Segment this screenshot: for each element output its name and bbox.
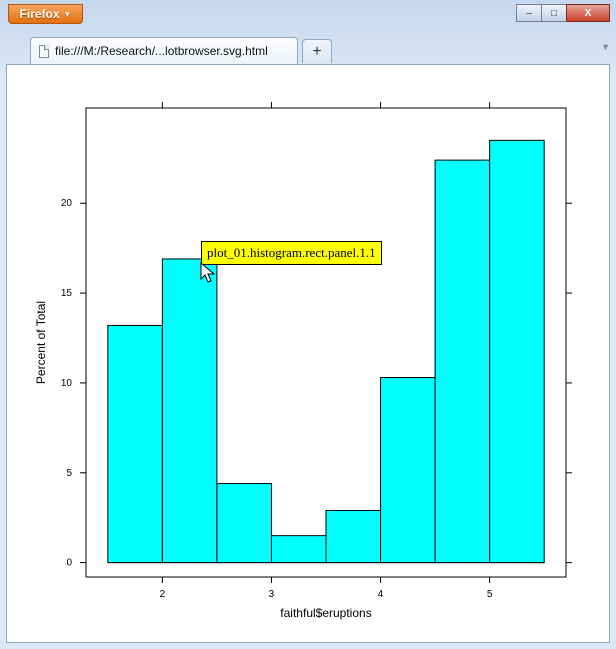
histogram-bar [325,510,382,564]
x-tick-label: 4 [378,589,384,600]
tab-bar: file:///M:/Research/...lotbrowser.svg.ht… [0,34,616,64]
maximize-button[interactable]: □ [541,4,567,22]
chevron-down-icon: ▼ [63,9,72,19]
new-tab-button[interactable]: + [302,39,332,63]
x-tick-label: 2 [160,589,166,600]
tab-list-chevron-icon[interactable]: ▼ [601,42,610,52]
tab-title: file:///M:/Research/...lotbrowser.svg.ht… [55,44,268,58]
title-bar: Firefox ▼ – □ X [0,0,616,32]
histogram-bar [107,324,163,564]
close-button[interactable]: X [566,4,610,22]
firefox-menu-button[interactable]: Firefox ▼ [8,4,83,24]
y-axis-label: Percent of Total [34,301,48,384]
y-tick-label: 15 [61,288,73,299]
y-tick-label: 5 [66,468,72,479]
minimize-button[interactable]: – [516,4,542,22]
tab-plotbrowser[interactable]: file:///M:/Research/...lotbrowser.svg.ht… [30,37,298,64]
tooltip: plot_01.histogram.rect.panel.1.1 [201,241,382,265]
x-tick-label: 3 [269,589,275,600]
x-axis-label: faithful$eruptions [280,606,371,620]
plot-panel-border [85,107,567,578]
mouse-cursor-icon [200,262,216,283]
page-content: 2 3 4 5 0 5 10 15 20 faithful$eruptions Percent of… [6,64,610,643]
x-tick-label: 5 [487,589,493,600]
histogram-bar [380,377,436,564]
window-controls: – □ X [516,4,610,22]
firefox-menu-label: Firefox [19,7,60,21]
histogram-chart: 2 3 4 5 0 5 10 15 20 faithful$eruptions Percent of… [34,102,572,620]
histogram-bar [270,535,327,564]
histogram-bar [216,483,272,564]
histogram-bar [434,159,491,564]
y-tick-label: 0 [66,558,72,569]
histogram-bar [161,258,218,564]
y-tick-label: 20 [61,198,73,209]
histogram-bar [489,139,545,564]
document-icon [39,44,49,58]
y-tick-label: 10 [61,378,73,389]
